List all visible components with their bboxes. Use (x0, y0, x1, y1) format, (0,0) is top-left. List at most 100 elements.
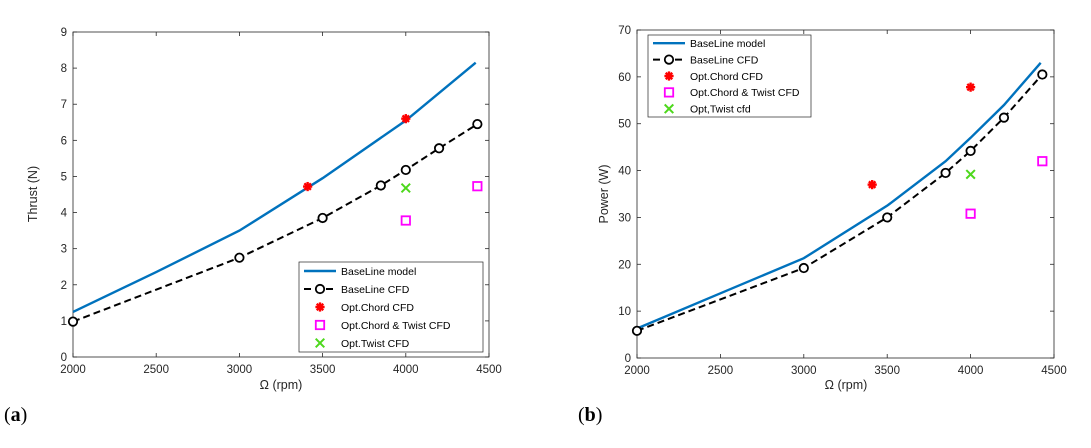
series-opt-chord-cfd (867, 82, 976, 190)
legend-label: Opt.Chord CFD (341, 302, 414, 314)
y-tick-label: 2 (61, 280, 67, 292)
x-axis-label: Ω (rpm) (260, 378, 303, 392)
panel-label: (a) (4, 404, 27, 426)
panel-letter: b (585, 404, 596, 426)
data-point-stroke (965, 169, 976, 180)
panel-letter: a (11, 404, 21, 426)
series-line (72, 61, 477, 313)
data-point (433, 143, 445, 154)
legend-label: Opt.Chord & Twist CFD (690, 87, 800, 99)
data-point (965, 169, 976, 180)
y-tick-label: 8 (61, 63, 67, 75)
legend-swatch-stroke (315, 302, 325, 312)
y-tick-label: 3 (61, 244, 67, 256)
power-chart: 2000 2500 3000 3500 4000 4500 0 10 20 30 40 50 60 70 Ω… (578, 25, 1067, 426)
legend-swatch-marker (314, 283, 326, 295)
series-opt-twist-cfd (400, 182, 411, 194)
x-tick-label: 4500 (1041, 365, 1067, 377)
legend-label: BaseLine CFD (341, 284, 410, 296)
legend-swatch (314, 337, 326, 349)
legend-label: BaseLine model (690, 38, 765, 50)
data-point (965, 82, 976, 92)
data-point (234, 252, 245, 263)
y-tick-label: 7 (61, 99, 67, 111)
series-baseline-cfd (67, 118, 483, 327)
x-tick-label: 3500 (874, 365, 900, 377)
y-tick-label: 0 (61, 352, 67, 364)
y-tick-label: 60 (618, 72, 631, 84)
x-tick-label: 3000 (791, 365, 817, 377)
legend: BaseLine model BaseLine CFD Opt.Chord CFD O… (647, 34, 812, 118)
data-point (400, 164, 411, 176)
y-tick-label: 70 (618, 25, 631, 37)
legend-swatch (664, 71, 674, 81)
y-tick-label: 40 (618, 166, 631, 178)
data-point (472, 181, 483, 192)
x-tick-label: 2500 (143, 364, 169, 376)
y-tick-label: 4 (61, 208, 68, 220)
x-tick-label: 2000 (624, 365, 650, 377)
data-point (940, 167, 951, 179)
data-point (965, 208, 976, 219)
legend-label: Opt.Chord CFD (690, 71, 763, 83)
data-point (317, 212, 328, 224)
legend-swatch (315, 302, 325, 312)
legend-box (647, 34, 812, 118)
legend-label: Opt.Chord & Twist CFD (341, 320, 451, 332)
data-point (303, 181, 313, 192)
y-axis-label: Power (W) (597, 164, 611, 223)
series-opt-chord-cfd (303, 114, 411, 192)
x-tick-label: 3500 (310, 364, 336, 376)
legend-label: Opt,Twist cfd (690, 104, 751, 116)
data-point (472, 118, 483, 130)
legend-box (298, 261, 484, 353)
data-point (67, 316, 79, 327)
y-tick-label: 50 (618, 119, 631, 131)
data-point (1037, 69, 1048, 80)
legend-swatch (314, 319, 326, 331)
series-line (636, 62, 1042, 330)
y-tick-label: 9 (61, 27, 67, 39)
series-opt-chord-twist-cfd (965, 156, 1048, 219)
legend: BaseLine model BaseLine CFD Opt.Chord CFD O… (298, 261, 484, 353)
series-opt-twist-cfd (965, 169, 976, 180)
legend-swatch-stroke (664, 71, 674, 81)
x-axis-label: Ω (rpm) (825, 378, 868, 392)
x-tick-label: 4500 (476, 364, 502, 376)
y-tick-label: 5 (61, 171, 67, 183)
y-tick-label: 20 (618, 259, 631, 271)
data-point-stroke (400, 182, 411, 194)
panel-label: (b) (578, 404, 602, 426)
data-point (867, 180, 877, 190)
y-axis-label: Thrust (N) (26, 166, 40, 222)
data-point (882, 212, 893, 223)
data-point (400, 182, 411, 194)
y-tick-label: 1 (61, 316, 67, 328)
x-tick-label: 2000 (60, 364, 86, 376)
y-tick-label: 0 (625, 353, 631, 365)
legend-swatch (663, 87, 675, 98)
legend-swatch (663, 103, 675, 114)
data-point (400, 215, 411, 226)
data-point-stroke (401, 114, 410, 123)
data-point (1037, 156, 1048, 167)
data-point (375, 180, 386, 191)
data-point (401, 114, 411, 124)
x-tick-label: 4000 (393, 364, 419, 376)
y-tick-label: 30 (618, 212, 631, 224)
data-point (998, 112, 1010, 123)
series-opt-chord-twist-cfd (400, 181, 483, 226)
data-point (631, 325, 643, 336)
series-baseline-cfd (631, 69, 1048, 336)
data-point-stroke (868, 180, 877, 189)
x-tick-label: 4000 (958, 365, 984, 377)
legend-label: Opt.Twist CFD (341, 338, 410, 350)
legend-swatch-stroke (314, 337, 326, 349)
x-tick-label: 2500 (708, 365, 734, 377)
legend-label: BaseLine CFD (690, 54, 759, 66)
legend-swatch-marker (663, 54, 675, 65)
data-point-stroke (303, 182, 312, 191)
data-point (965, 145, 976, 156)
series-baseline-model (636, 62, 1042, 330)
